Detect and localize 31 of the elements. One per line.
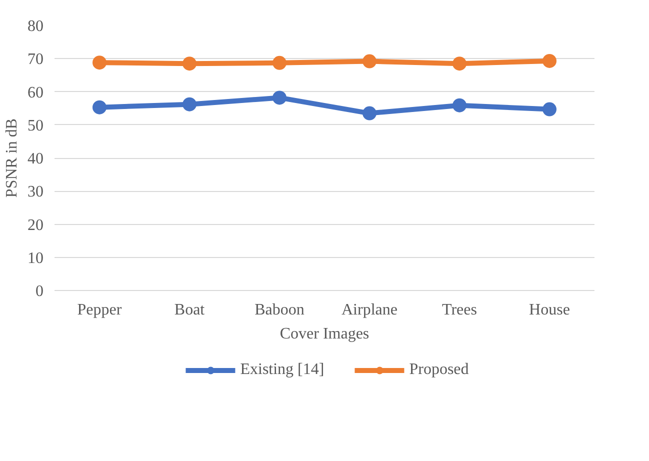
- point: [362, 54, 376, 68]
- point: [182, 56, 196, 71]
- legend-label: Proposed: [409, 361, 469, 379]
- y-axis-title: PSNR in dB: [4, 118, 20, 198]
- point: [542, 102, 556, 116]
- y-tick-label: 20: [28, 216, 44, 234]
- y-tick-label: 0: [36, 283, 44, 300]
- point: [362, 106, 376, 120]
- y-tick-label: 10: [28, 250, 44, 267]
- y-tick-label: 80: [28, 18, 44, 35]
- y-tick-label: 60: [28, 84, 44, 102]
- x-tick-label: Boat: [174, 302, 206, 318]
- x-tick-label: Trees: [442, 302, 477, 318]
- point: [452, 56, 466, 71]
- x-tick-label: Airplane: [342, 302, 398, 318]
- y-tick-label: 50: [28, 117, 44, 134]
- y-tick-label: 70: [28, 51, 44, 68]
- x-axis-title: Cover Images: [280, 326, 370, 342]
- x-tick-label: Pepper: [77, 302, 122, 318]
- point: [452, 98, 466, 112]
- point: [92, 56, 106, 70]
- x-tick-label: Baboon: [254, 302, 304, 318]
- point: [182, 97, 196, 112]
- point: [272, 90, 286, 105]
- point: [542, 54, 556, 68]
- y-tick-label: 40: [28, 150, 44, 168]
- point: [92, 100, 106, 114]
- point: [272, 56, 286, 70]
- legend-label: Existing [14]: [240, 361, 324, 379]
- y-tick-label: 30: [28, 184, 44, 201]
- x-tick-label: House: [529, 302, 570, 318]
